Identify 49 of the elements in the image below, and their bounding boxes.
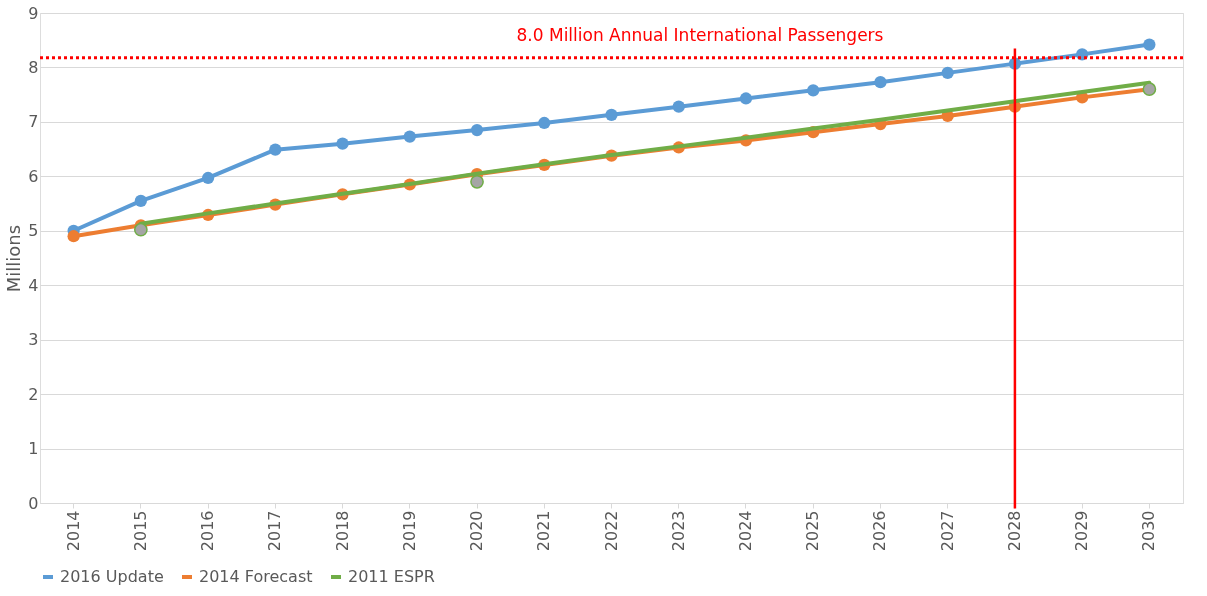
point: [672, 100, 685, 113]
y-tick-label: 2: [28, 384, 39, 404]
x-tick-label: 2018: [332, 510, 352, 552]
ref-line-label: 8.0 Million Annual International Passengers: [516, 24, 884, 45]
legend-label: 2014 Forecast: [199, 567, 313, 586]
point: [874, 76, 887, 89]
y-tick-label: 1: [28, 439, 39, 459]
x-tick-label: 2028: [1004, 510, 1024, 552]
x-tick-label: 2020: [467, 510, 487, 552]
x-tick-label: 2021: [534, 510, 554, 552]
point: [269, 143, 282, 156]
point: [941, 66, 954, 79]
point: [134, 194, 147, 207]
x-tick-label: 2027: [937, 510, 957, 552]
y-tick-label: 6: [28, 166, 39, 186]
point: [1143, 38, 1156, 51]
point: [336, 137, 349, 150]
y-tick-label: 3: [28, 330, 39, 350]
y-tick-label: 4: [28, 275, 39, 295]
point: [807, 84, 820, 97]
x-tick-label: 2014: [63, 510, 83, 552]
point: [605, 108, 618, 121]
x-tick-label: 2023: [668, 510, 688, 552]
point: [538, 116, 551, 130]
x-tick-label: 2016: [198, 510, 218, 552]
legend-label: 2016 Update: [60, 567, 164, 586]
point: [201, 171, 215, 185]
point: [739, 92, 753, 105]
x-tick-label: 2030: [1139, 510, 1159, 552]
y-tick-label: 5: [28, 221, 39, 241]
y-axis-title: Millions: [3, 224, 25, 293]
x-tick-label: 2017: [265, 510, 285, 552]
x-tick-label: 2015: [130, 510, 150, 552]
point: [133, 222, 148, 237]
y-tick-label: 0: [28, 493, 39, 513]
point: [67, 230, 80, 243]
y-tick-label: 7: [28, 112, 39, 132]
point: [470, 123, 484, 137]
x-tick-label: 2022: [601, 510, 621, 552]
x-tick-label: 2026: [870, 510, 890, 552]
point: [403, 130, 416, 143]
x-tick-label: 2025: [803, 510, 823, 552]
legend-label: 2011 ESPR: [348, 567, 435, 586]
y-tick-label: 8: [28, 57, 39, 77]
x-tick-label: 2024: [735, 510, 755, 552]
x-tick-label: 2029: [1072, 510, 1092, 552]
x-tick-label: 2019: [399, 510, 419, 552]
point: [470, 174, 484, 189]
y-tick-label: 9: [28, 3, 39, 23]
